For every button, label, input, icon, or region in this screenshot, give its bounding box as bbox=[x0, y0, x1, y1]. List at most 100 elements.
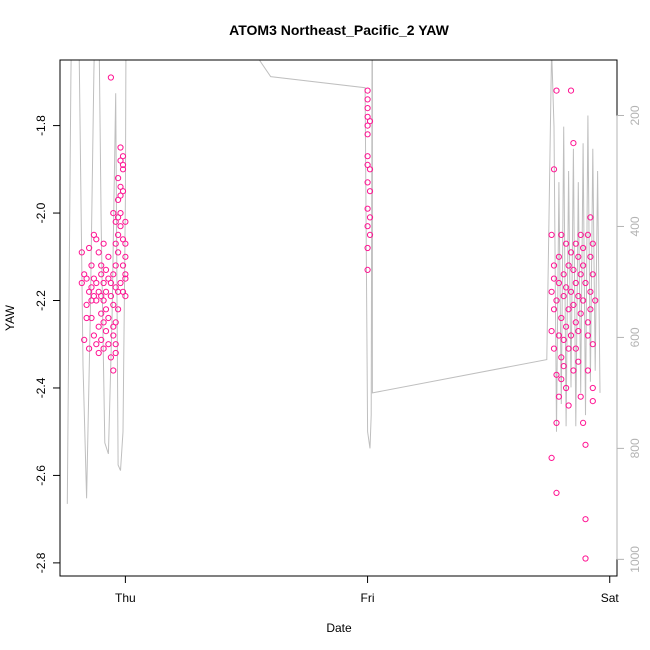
yaw-point bbox=[572, 240, 579, 247]
y-tick-label: -2.2 bbox=[34, 290, 48, 311]
yaw-point bbox=[572, 319, 579, 326]
yaw-point bbox=[563, 240, 570, 247]
yaw-point bbox=[567, 87, 575, 94]
yaw-point bbox=[117, 279, 124, 287]
yaw-point bbox=[567, 249, 575, 256]
yaw-point bbox=[364, 153, 371, 160]
right-y-tick-label: 400 bbox=[628, 216, 642, 236]
y-tick-label: -2.6 bbox=[34, 465, 48, 486]
x-axis: Thu Fri Sat bbox=[115, 575, 619, 605]
yaw-point bbox=[587, 253, 594, 260]
y-tick-label: -2.0 bbox=[34, 202, 48, 223]
yaw-point bbox=[560, 336, 567, 343]
yaw-point bbox=[364, 223, 371, 230]
yaw-point bbox=[93, 297, 100, 304]
yaw-point bbox=[589, 271, 596, 278]
yaw-point bbox=[570, 301, 577, 308]
yaw-point bbox=[88, 284, 95, 291]
yaw-point bbox=[565, 306, 572, 313]
yaw-point bbox=[565, 402, 572, 409]
yaw-point bbox=[560, 293, 567, 300]
yaw-point bbox=[366, 214, 374, 221]
yaw-point bbox=[122, 275, 129, 282]
yaw-point bbox=[110, 210, 117, 217]
yaw-point bbox=[548, 231, 555, 238]
yaw-point bbox=[565, 262, 572, 269]
yaw-point bbox=[83, 301, 90, 308]
yaw-point bbox=[115, 306, 122, 313]
yaw-point bbox=[563, 284, 570, 291]
yaw-point bbox=[110, 367, 117, 374]
yaw-point bbox=[584, 332, 592, 339]
yaw-point bbox=[107, 354, 115, 361]
yaw-point bbox=[112, 341, 119, 348]
yaw-point bbox=[572, 345, 579, 352]
yaw-point bbox=[112, 240, 119, 247]
yaw-point bbox=[580, 419, 587, 426]
yaw-point bbox=[119, 166, 127, 173]
yaw-point bbox=[100, 297, 107, 304]
yaw-point bbox=[102, 288, 110, 295]
yaw-point bbox=[555, 332, 563, 339]
yaw-point bbox=[364, 87, 371, 94]
yaw-point bbox=[570, 367, 577, 374]
yaw-point bbox=[555, 253, 563, 260]
yaw-point bbox=[98, 271, 105, 278]
right-y-tick-label: 600 bbox=[628, 327, 642, 347]
y-axis-label: YAW bbox=[3, 304, 17, 331]
yaw-point bbox=[580, 244, 587, 252]
yaw-point bbox=[550, 306, 558, 313]
yaw-point bbox=[78, 249, 85, 256]
yaw-point bbox=[102, 328, 110, 335]
yaw-point bbox=[364, 179, 371, 186]
yaw-point bbox=[98, 262, 105, 269]
yaw-point bbox=[366, 188, 374, 195]
yaw-point bbox=[112, 262, 119, 269]
yaw-point bbox=[112, 319, 119, 326]
yaw-point bbox=[107, 293, 115, 300]
y-tick-label: -1.8 bbox=[34, 115, 48, 136]
yaw-point bbox=[565, 345, 572, 352]
line-layer bbox=[66, 60, 601, 504]
yaw-point bbox=[95, 323, 102, 330]
yaw-point bbox=[582, 441, 589, 448]
yaw-point bbox=[110, 271, 117, 278]
yaw-point bbox=[115, 231, 122, 238]
yaw-point bbox=[553, 489, 560, 496]
yaw-point bbox=[563, 384, 570, 392]
yaw-point bbox=[550, 166, 558, 173]
yaw-point bbox=[558, 314, 565, 322]
yaw-point bbox=[589, 384, 596, 392]
yaw-point bbox=[589, 240, 596, 247]
yaw-point bbox=[577, 271, 584, 278]
yaw-point bbox=[555, 279, 563, 287]
yaw-point bbox=[592, 297, 599, 304]
yaw-point bbox=[100, 345, 107, 352]
yaw-point bbox=[553, 371, 560, 378]
x-tick-label: Thu bbox=[115, 591, 136, 605]
yaw-point bbox=[117, 223, 124, 230]
yaw-point bbox=[584, 231, 592, 238]
yaw-point bbox=[364, 266, 371, 273]
yaw-point bbox=[580, 297, 587, 304]
y-axis: -2.8 -2.6 -2.4 -2.2 -2.0 -1.8 bbox=[34, 115, 61, 573]
yaw-point bbox=[100, 279, 107, 287]
yaw-point bbox=[577, 231, 584, 238]
yaw-point bbox=[98, 310, 105, 317]
yaw-point bbox=[119, 161, 127, 168]
yaw-point bbox=[582, 516, 589, 523]
yaw-point bbox=[553, 87, 560, 94]
yaw-point bbox=[98, 336, 105, 343]
yaw-point bbox=[550, 275, 558, 282]
right-y-axis: 200 400 600 800 1000 bbox=[616, 105, 642, 573]
yaw-point bbox=[364, 105, 371, 112]
yaw-point bbox=[560, 363, 567, 370]
yaw-point bbox=[105, 253, 112, 260]
yaw-point bbox=[575, 328, 582, 335]
yaw-point bbox=[100, 319, 107, 326]
yaw-point bbox=[119, 153, 127, 160]
yaw-point bbox=[572, 279, 579, 287]
yaw-point bbox=[570, 140, 577, 147]
yaw-point bbox=[119, 188, 127, 195]
